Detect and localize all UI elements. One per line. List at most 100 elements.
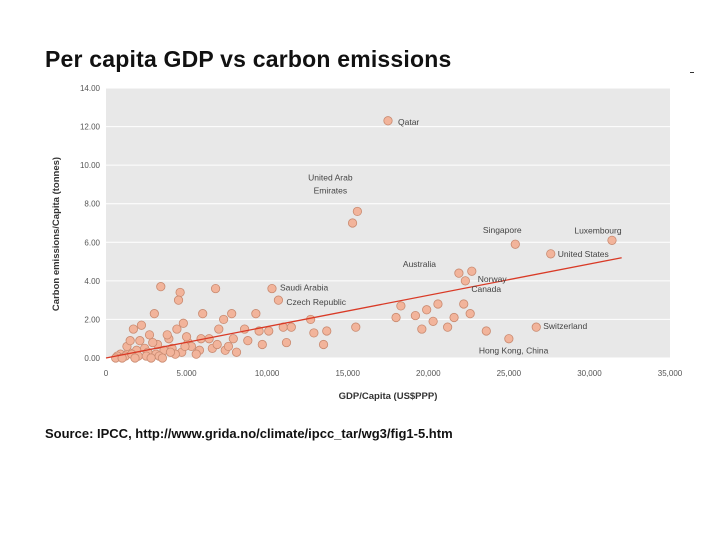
- data-point: [148, 337, 158, 348]
- data-point: [178, 318, 188, 328]
- x-tick-label: 35,000: [658, 369, 683, 378]
- x-tick-label: 25,000: [497, 369, 522, 378]
- data-point: [135, 336, 145, 346]
- scatter-chart: 0.00 2.00 4.00 6.00 8.00 10.00 12.00 14.00 0 5.00…: [51, 84, 683, 402]
- data-point: [347, 218, 358, 228]
- data-point: [443, 322, 453, 332]
- data-point: [428, 316, 438, 326]
- annotation-label: Qatar: [398, 117, 419, 127]
- data-point: [459, 299, 469, 309]
- annotation-label: Canada: [471, 284, 501, 294]
- data-point: [162, 330, 172, 340]
- x-tick-label: 30,000: [577, 369, 602, 378]
- data-point: [243, 336, 253, 346]
- data-point: [181, 332, 192, 342]
- data-point: [460, 276, 470, 286]
- x-tick-label: 0: [104, 369, 109, 378]
- annotation-label: Norway: [478, 274, 508, 284]
- y-tick-label: 6.00: [84, 238, 100, 247]
- data-point: [173, 295, 184, 305]
- data-point: [449, 312, 459, 323]
- data-point: [351, 322, 361, 332]
- dash-mark: [690, 72, 694, 73]
- data-point: [231, 347, 242, 357]
- y-axis-label: Carbon emissions/Capita (tonnes): [51, 157, 62, 311]
- y-tick-label: 10.00: [80, 161, 101, 170]
- data-point: [219, 314, 229, 325]
- source-citation: Source: IPCC, http://www.grida.no/climat…: [45, 426, 453, 441]
- annotation-label: Hong Kong, China: [479, 346, 549, 356]
- data-point: [172, 324, 182, 334]
- data-point: [383, 116, 393, 126]
- data-point: [144, 330, 155, 340]
- data-point: [210, 283, 221, 294]
- annotation-label: United States: [558, 249, 609, 259]
- y-tick-label: 8.00: [84, 200, 100, 209]
- data-point: [198, 309, 208, 319]
- slide-title: Per capita GDP vs carbon emissions: [45, 46, 452, 72]
- annotation-label: Australia: [403, 259, 436, 269]
- data-point: [251, 309, 261, 319]
- x-axis-label: GDP/Capita (US$PPP): [339, 391, 438, 402]
- data-point: [214, 324, 224, 334]
- data-point: [322, 326, 332, 336]
- annotation-label: Luxembourg: [574, 225, 622, 235]
- data-point: [417, 324, 427, 334]
- data-point: [267, 283, 277, 294]
- data-point: [352, 206, 362, 217]
- data-point: [157, 353, 167, 363]
- trendline: [105, 257, 622, 359]
- data-point: [433, 299, 443, 309]
- data-point: [125, 336, 135, 346]
- data-point: [175, 287, 185, 298]
- data-point: [165, 347, 176, 357]
- y-tick-label: 0.00: [84, 354, 100, 363]
- data-point: [309, 328, 319, 338]
- x-tick-label: 5.000: [177, 369, 198, 378]
- data-point: [228, 334, 238, 344]
- data-point: [264, 326, 274, 336]
- x-tick-label: 10,000: [255, 369, 280, 378]
- tick-labels: 0.00 2.00 4.00 6.00 8.00 10.00 12.00 14.00 0 5.00…: [80, 84, 683, 378]
- data-point: [128, 324, 138, 334]
- plot-area: [106, 88, 670, 358]
- data-point: [465, 309, 475, 319]
- annotation-label: Switzerland: [543, 321, 587, 331]
- data-point: [227, 309, 237, 319]
- data-point: [318, 339, 329, 350]
- data-point: [281, 337, 292, 348]
- data-point: [546, 249, 556, 259]
- data-point: [607, 235, 617, 245]
- data-point: [531, 322, 541, 332]
- x-tick-label: 15,000: [335, 369, 360, 378]
- data-point: [273, 295, 284, 305]
- data-point: [396, 301, 406, 311]
- data-point: [130, 353, 140, 363]
- y-tick-label: 12.00: [80, 123, 101, 132]
- data-point: [410, 310, 420, 321]
- data-point: [510, 239, 520, 249]
- annotation-label: Czech Republic: [286, 297, 346, 307]
- data-point: [191, 349, 201, 359]
- data-point: [223, 341, 234, 352]
- data-point: [454, 268, 464, 278]
- data-point: [156, 282, 166, 292]
- data-point: [286, 322, 296, 332]
- gridlines: [106, 87, 670, 359]
- data-point: [212, 339, 222, 350]
- country-labels: Qatar United Arab Emirates Singapore Luxembo…: [280, 117, 622, 356]
- data-point: [504, 334, 514, 344]
- x-tick-label: 20,000: [416, 369, 441, 378]
- annotation-label: United Arab: [308, 172, 353, 182]
- y-tick-label: 2.00: [84, 315, 100, 324]
- annotation-label: Saudi Arabia: [280, 283, 328, 293]
- data-point: [257, 339, 267, 350]
- y-tick-label: 14.00: [80, 84, 101, 93]
- y-tick-label: 4.00: [84, 277, 100, 286]
- data-point: [146, 353, 156, 363]
- data-point: [481, 326, 491, 336]
- data-point: [149, 309, 159, 319]
- annotation-label: Singapore: [483, 225, 522, 235]
- data-point: [467, 266, 477, 276]
- data-points: [111, 116, 617, 363]
